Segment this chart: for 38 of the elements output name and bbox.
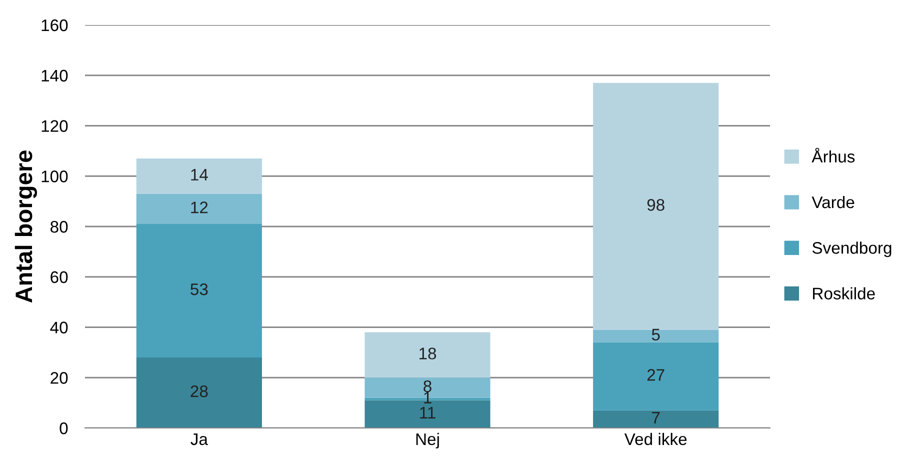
bar xyxy=(593,82,719,330)
y-tick-label: 100 xyxy=(42,170,68,182)
y-tick-label: 140 xyxy=(42,70,68,82)
bar xyxy=(136,158,262,194)
y-tick-label: 120 xyxy=(42,120,68,132)
bar xyxy=(593,330,719,342)
data-label: 28 xyxy=(190,385,208,398)
x-tick-label: Nej xyxy=(416,432,439,448)
y-tick-label: 160 xyxy=(42,19,68,32)
y-tick-label: 60 xyxy=(50,271,68,284)
data-label: 98 xyxy=(647,199,664,211)
data-label: 12 xyxy=(191,202,208,214)
data-label: 1 xyxy=(424,392,432,404)
bar xyxy=(593,342,719,410)
data-label: 8 xyxy=(424,380,432,392)
legend-label: Varde xyxy=(812,196,854,208)
data-label: 11 xyxy=(420,406,436,418)
bar xyxy=(593,410,719,428)
bar xyxy=(136,357,262,428)
data-label: 14 xyxy=(191,168,208,180)
data-label: 5 xyxy=(652,328,660,341)
data-label: 53 xyxy=(190,283,208,296)
y-axis-title: Antal borgere xyxy=(14,150,37,303)
y-tick-label: 0 xyxy=(60,422,68,434)
x-tick-label: Ja xyxy=(190,433,208,446)
legend-label: Århus xyxy=(812,148,855,163)
y-tick-label: 20 xyxy=(50,372,68,384)
bar xyxy=(136,194,262,224)
data-label: 18 xyxy=(420,348,436,360)
bar xyxy=(136,224,262,358)
y-tick-label: 40 xyxy=(50,322,68,334)
x-tick-label: Ved ikke xyxy=(624,432,687,446)
legend-label: Roskilde xyxy=(813,287,875,300)
y-tick-label: 80 xyxy=(50,220,68,233)
data-label: 27 xyxy=(647,369,664,381)
bar xyxy=(364,332,490,378)
legend-label: Svendborg xyxy=(812,242,892,258)
data-label: 7 xyxy=(652,412,660,424)
